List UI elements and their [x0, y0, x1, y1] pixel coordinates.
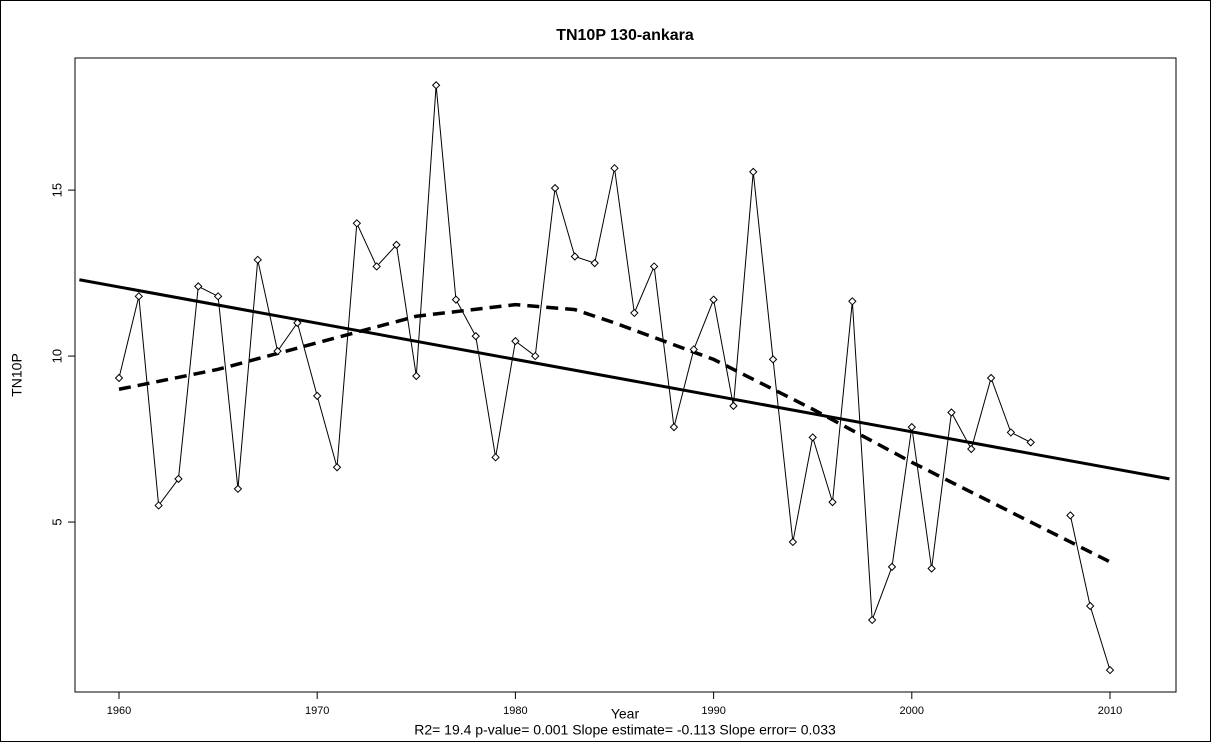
data-point [907, 422, 917, 432]
data-point [213, 292, 223, 301]
chart-title: TN10P 130-ankara [556, 27, 694, 44]
data-point [1006, 428, 1016, 437]
data-point [550, 183, 560, 193]
data-point [233, 484, 243, 494]
data-point [1026, 438, 1035, 447]
data-point [114, 373, 124, 383]
data-point [709, 295, 718, 304]
data-point [927, 564, 936, 573]
data-point [273, 346, 282, 356]
data-point [967, 444, 976, 454]
data-point [590, 258, 599, 268]
data-point [570, 252, 580, 261]
data-point [174, 474, 183, 484]
x-tick-label: 1980 [503, 705, 527, 717]
data-point [491, 453, 500, 462]
y-tick-label: 5 [49, 518, 64, 525]
annotation: R2= 19.4 p-value= 0.001 Slope estimate= … [414, 722, 836, 738]
data-point [808, 433, 817, 442]
data-point [312, 391, 322, 401]
y-tick-label: 15 [49, 183, 64, 197]
x-tick-label: 1960 [107, 705, 131, 717]
x-tick-label: 1990 [701, 705, 725, 717]
plot-box [74, 57, 1177, 693]
data-point [154, 501, 163, 510]
data-point [392, 240, 401, 250]
data-point [412, 371, 421, 381]
data-point [253, 255, 262, 265]
data-point [471, 331, 480, 341]
data-point [610, 163, 619, 173]
x-tick-label: 2000 [900, 705, 924, 717]
data-point [848, 297, 857, 306]
y-axis-label: TN10P [9, 353, 25, 397]
data-point [134, 292, 144, 301]
data-point [293, 318, 302, 328]
data-point [372, 262, 381, 271]
data-point [1066, 511, 1075, 520]
data-point [669, 422, 679, 432]
data-point [749, 167, 758, 177]
data-point [867, 615, 877, 625]
data-point [947, 408, 956, 417]
data-point [788, 537, 798, 547]
x-axis-label: Year [611, 706, 640, 722]
data-point [451, 295, 461, 304]
y-tick-label: 10 [49, 349, 64, 363]
data-point [768, 355, 778, 364]
data-point [649, 262, 659, 271]
data-point [1105, 665, 1115, 675]
data-point [729, 401, 738, 411]
data-point [1085, 601, 1095, 611]
data-point [531, 351, 540, 361]
data-point [887, 562, 897, 572]
x-tick-label: 1970 [305, 705, 329, 717]
data-point [511, 336, 520, 346]
data-point [986, 373, 996, 383]
data-point [431, 81, 441, 90]
data-point [689, 345, 698, 354]
x-tick-label: 2010 [1098, 705, 1122, 717]
data-point [194, 282, 203, 291]
data-point [828, 497, 837, 507]
data-point [630, 308, 639, 318]
fit-line [79, 278, 1170, 481]
data-point [332, 463, 342, 472]
data-point [352, 219, 362, 228]
smooth-line [118, 302, 1111, 564]
